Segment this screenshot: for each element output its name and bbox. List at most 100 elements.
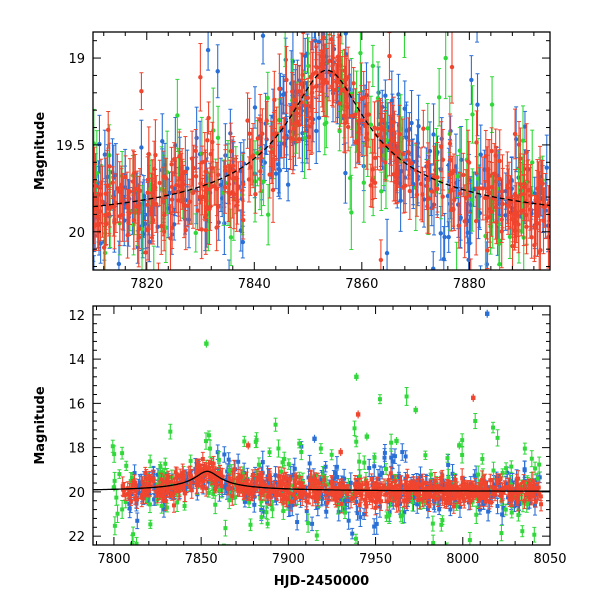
data-point <box>290 503 295 508</box>
x-tick-label: 7950 <box>359 552 392 567</box>
data-point <box>210 473 215 478</box>
data-point <box>488 224 493 229</box>
data-point <box>194 135 199 141</box>
data-point <box>329 481 334 486</box>
data-point <box>325 500 330 505</box>
data-point <box>510 216 515 221</box>
data-point <box>495 504 500 509</box>
data-point <box>539 502 544 507</box>
data-point <box>215 476 220 481</box>
data-point <box>532 532 537 537</box>
data-point <box>107 164 112 169</box>
data-point <box>451 496 456 501</box>
data-point <box>500 189 505 194</box>
data-point <box>171 503 176 508</box>
data-point <box>265 521 270 526</box>
data-point <box>312 20 316 24</box>
data-point <box>130 179 136 184</box>
data-point <box>446 234 451 240</box>
outlier-point <box>204 341 209 346</box>
data-point <box>486 490 491 495</box>
data-point <box>488 478 493 483</box>
data-point <box>195 208 200 213</box>
data-point <box>260 482 265 487</box>
data-point <box>418 486 423 491</box>
data-point <box>260 489 265 494</box>
data-point <box>336 509 341 514</box>
data-point <box>245 489 250 494</box>
data-point <box>174 182 179 188</box>
data-point <box>461 172 466 178</box>
data-point <box>194 482 199 487</box>
data-point <box>193 174 199 179</box>
data-point <box>494 480 499 485</box>
data-point <box>120 212 125 218</box>
data-point <box>316 115 322 121</box>
data-point <box>226 551 230 555</box>
data-point <box>303 491 308 496</box>
data-point <box>532 503 537 508</box>
data-point <box>313 38 318 43</box>
data-point <box>273 171 279 176</box>
data-point <box>482 495 487 500</box>
data-point <box>216 457 221 462</box>
data-point <box>202 464 207 469</box>
data-point <box>479 492 484 497</box>
data-point <box>287 504 292 509</box>
data-point <box>240 239 246 245</box>
data-point <box>402 483 407 488</box>
data-point <box>346 518 351 523</box>
data-point <box>112 478 117 483</box>
data-point <box>127 501 132 506</box>
data-point <box>283 57 288 63</box>
data-point <box>425 204 430 209</box>
data-point <box>473 419 478 424</box>
data-point <box>116 261 122 267</box>
data-point <box>178 183 183 189</box>
data-point <box>253 191 258 197</box>
data-point <box>203 227 209 233</box>
data-point <box>282 475 287 480</box>
data-point <box>458 215 463 220</box>
data-point <box>522 483 527 488</box>
data-point <box>376 90 381 95</box>
data-point <box>448 507 453 512</box>
data-point <box>457 493 462 498</box>
data-point <box>490 485 495 490</box>
data-point <box>277 86 282 92</box>
data-point <box>148 209 154 214</box>
plot-area <box>93 309 550 555</box>
data-point <box>457 148 462 153</box>
data-point <box>175 500 180 505</box>
data-point <box>493 492 498 497</box>
data-point <box>200 456 205 461</box>
data-point <box>462 498 467 503</box>
data-point <box>440 487 445 492</box>
data-point <box>209 476 214 481</box>
data-point <box>430 521 435 526</box>
data-point <box>498 476 503 481</box>
data-point <box>357 503 362 508</box>
data-point <box>177 154 182 159</box>
data-point <box>383 160 388 165</box>
data-point <box>247 131 252 136</box>
data-point <box>400 151 406 157</box>
y-tick-label: 20 <box>68 226 85 241</box>
data-point <box>471 493 476 498</box>
data-point <box>507 493 512 498</box>
data-point <box>425 494 430 499</box>
data-point <box>367 493 372 498</box>
data-point <box>537 462 542 467</box>
data-point <box>391 492 396 497</box>
data-point <box>382 455 387 460</box>
data-point <box>351 495 356 500</box>
data-point <box>440 473 445 478</box>
data-point <box>489 148 494 154</box>
data-point <box>299 450 304 455</box>
data-point <box>509 464 514 469</box>
data-point <box>206 433 211 438</box>
data-point <box>455 174 460 179</box>
data-point <box>265 95 270 101</box>
data-point <box>440 157 446 162</box>
